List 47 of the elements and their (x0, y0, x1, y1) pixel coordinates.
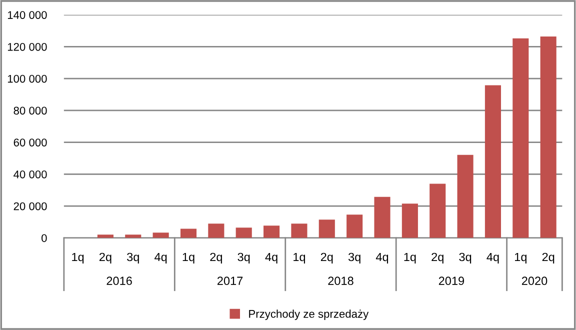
bar (512, 38, 529, 238)
bar (152, 232, 169, 238)
y-tick-label: 60 000 (14, 138, 47, 146)
bar (540, 36, 556, 238)
x-tick-label: 3q (238, 252, 250, 264)
y-tick-label: 120 000 (8, 42, 47, 51)
text: 2018 (328, 276, 354, 286)
x-tick-label: 3q (127, 252, 139, 264)
bar (374, 196, 390, 238)
y-tick-label: 0 (42, 234, 47, 242)
x-tick-label: 2q (320, 252, 333, 264)
x-tick-label: 2q (99, 252, 112, 264)
bar (208, 224, 224, 238)
bar (457, 154, 474, 238)
x-tick-label: 2q (210, 252, 222, 264)
text: 2020 (522, 276, 548, 286)
text: 2017 (217, 276, 243, 286)
x-tick-label: 1q (182, 252, 194, 264)
bar (430, 184, 446, 238)
bar (318, 220, 335, 238)
bar (346, 214, 363, 238)
x-tick-label: 4q (265, 252, 278, 264)
x-tick-label: 4q (376, 252, 388, 264)
text: 2016 (106, 276, 132, 286)
x-tick-label: 2q (432, 252, 444, 264)
bar (264, 226, 280, 238)
x-tick-label: 1q (514, 252, 526, 264)
x-tick-label: 3q (348, 252, 360, 264)
bar (484, 85, 502, 238)
bar (236, 228, 252, 238)
y-tick-label: 140 000 (8, 11, 47, 19)
y-tick-label: 20 000 (14, 202, 47, 210)
x-tick-label: 4q (486, 252, 499, 264)
x-tick-label: 1q (404, 252, 416, 264)
x-tick-label: 1q (294, 252, 306, 264)
bar (180, 228, 197, 238)
x-tick-label: 2q (542, 252, 554, 264)
bar (291, 224, 308, 238)
y-tick-label: 80 000 (14, 106, 47, 115)
y-tick-label: 100 000 (8, 74, 47, 83)
x-tick-label: 1q (72, 252, 84, 264)
text: 2019 (438, 276, 464, 286)
bar (402, 204, 418, 238)
y-tick-label: 40 000 (14, 170, 47, 178)
x-tick-label: 3q (459, 252, 472, 264)
legend-label: Przychody ze sprzedaży (249, 310, 369, 320)
x-tick-label: 4q (154, 252, 167, 264)
